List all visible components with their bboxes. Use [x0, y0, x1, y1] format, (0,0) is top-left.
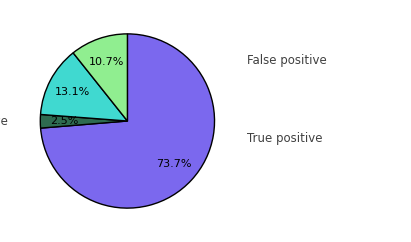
Text: 10.7%: 10.7% — [89, 57, 125, 67]
Text: 73.7%: 73.7% — [156, 159, 191, 168]
Text: 13.1%: 13.1% — [54, 87, 90, 97]
Text: 2.5%: 2.5% — [51, 116, 79, 126]
Text: True negative: True negative — [0, 114, 8, 128]
Wedge shape — [41, 53, 127, 121]
Wedge shape — [41, 34, 215, 208]
Text: True positive: True positive — [247, 132, 323, 145]
Wedge shape — [40, 114, 127, 128]
Wedge shape — [73, 34, 127, 121]
Text: False positive: False positive — [247, 53, 327, 67]
